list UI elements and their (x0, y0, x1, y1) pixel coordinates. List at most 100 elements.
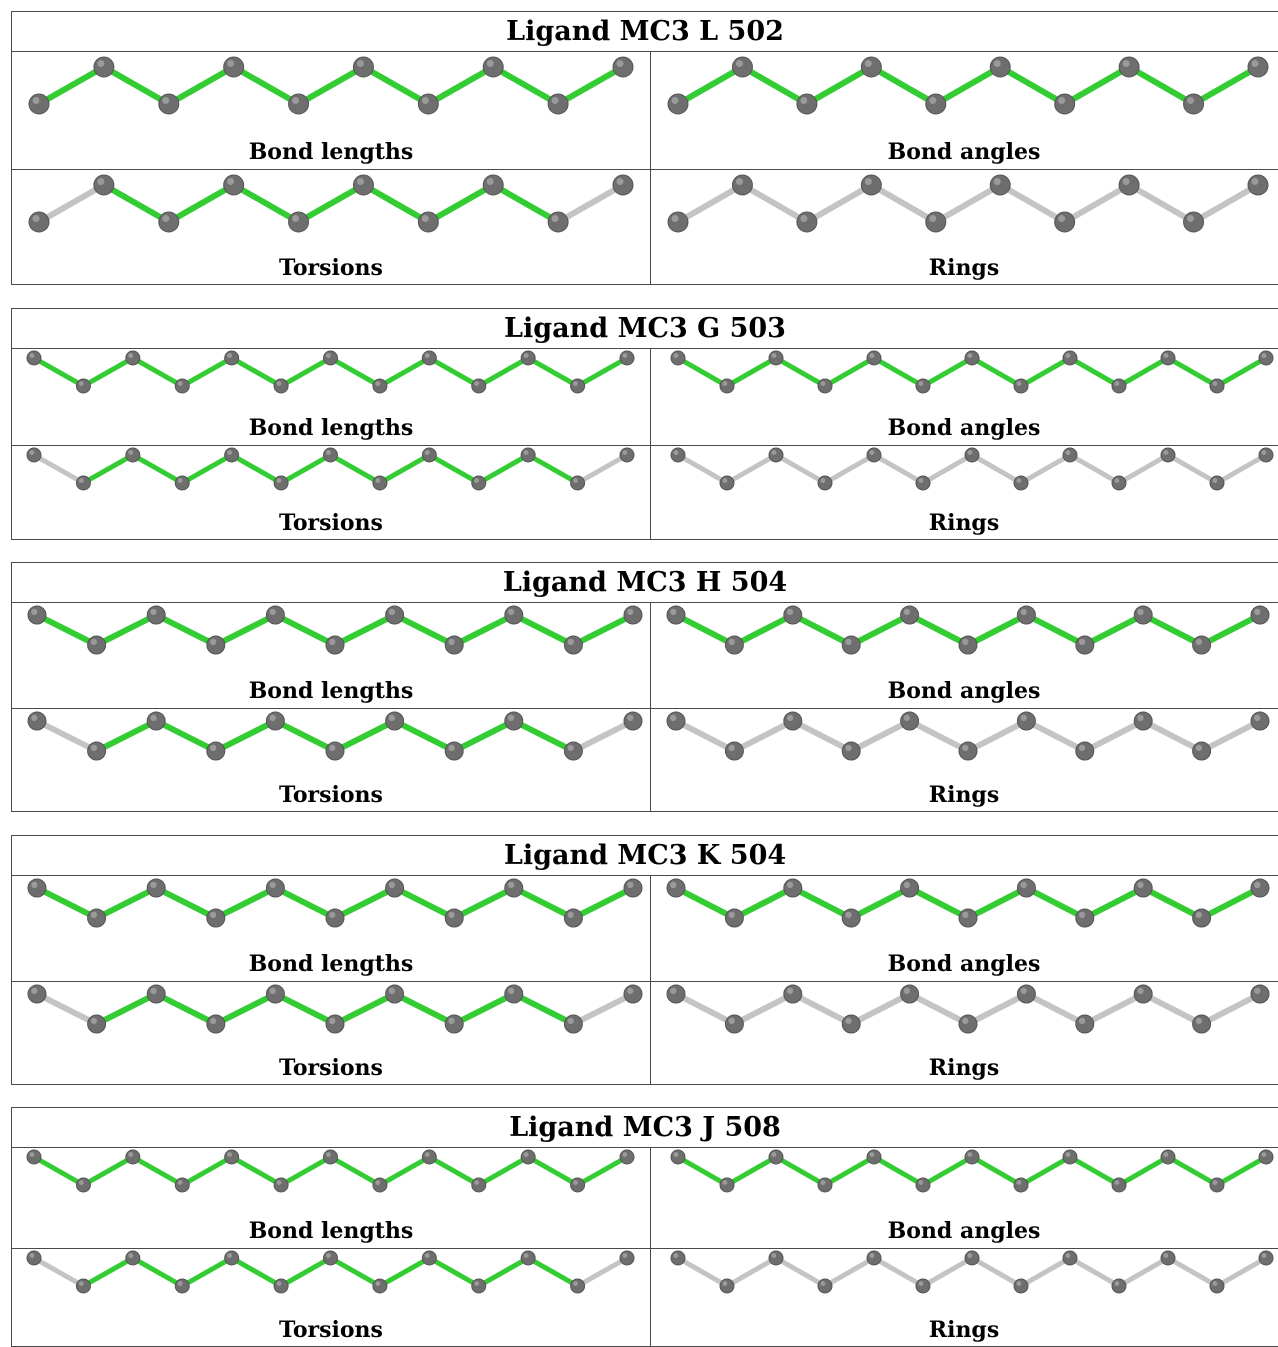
bond-validated (100, 182, 172, 225)
bond-validated (93, 612, 160, 648)
carbon-atom (1111, 1177, 1127, 1193)
carbon-atom (817, 475, 833, 491)
carbon-atom (724, 1014, 744, 1034)
carbon-atom (666, 878, 686, 898)
atom-highlight (627, 881, 634, 888)
panel-label: Bond angles (887, 951, 1041, 977)
carbon-atom (900, 605, 920, 625)
bond-not-validated (822, 1255, 877, 1289)
panel-label: Rings (928, 1055, 1000, 1081)
atom-highlight (474, 1180, 480, 1185)
carbon-atom (223, 56, 245, 78)
carbon-atom (87, 741, 107, 761)
ligand-title: Ligand MC3 J 508 (12, 1108, 1278, 1148)
atom-highlight (421, 215, 429, 222)
panel-bond-lengths: Bond lengths (12, 349, 650, 445)
bond-validated (377, 355, 432, 389)
atom-highlight (448, 1017, 455, 1024)
atom-highlight (1058, 215, 1066, 222)
molecule-diagram (27, 711, 643, 761)
atom-highlight (622, 1253, 628, 1258)
carbon-atom (1111, 475, 1127, 491)
bond-validated (328, 452, 383, 486)
bond-validated (906, 885, 971, 921)
atom-highlight (150, 608, 157, 615)
carbon-atom (1258, 350, 1274, 366)
atom-highlight (671, 97, 679, 104)
carbon-atom (273, 1177, 289, 1193)
atom-highlight (670, 714, 677, 721)
carbon-atom (520, 1149, 536, 1165)
bond-validated (391, 885, 458, 921)
atom-highlight (671, 215, 679, 222)
carbon-atom (1075, 908, 1095, 928)
carbon-atom (1183, 93, 1205, 115)
carbon-atom (265, 605, 285, 625)
bond-validated (278, 355, 333, 389)
carbon-atom (563, 908, 583, 928)
bond-not-validated (1067, 452, 1122, 486)
bond-validated (510, 885, 577, 921)
bond-not-validated (1023, 991, 1088, 1027)
atom-highlight (622, 450, 628, 455)
atom-highlight (1122, 178, 1130, 185)
carbon-atom (504, 878, 524, 898)
atom-highlight (771, 450, 777, 455)
carbon-atom (964, 1250, 980, 1266)
bond-validated (673, 612, 738, 648)
bond-validated (1116, 1154, 1171, 1188)
carbon-atom (958, 741, 978, 761)
bond-validated (165, 64, 237, 107)
carbon-atom (817, 1177, 833, 1193)
bond-validated (179, 355, 235, 389)
bond-validated (789, 885, 855, 921)
carbon-atom (670, 1250, 686, 1266)
bond-not-validated (920, 1255, 975, 1289)
atom-highlight (375, 381, 381, 386)
panel-label: Rings (928, 510, 1000, 536)
bond-validated (179, 452, 235, 486)
atom-highlight (728, 1017, 735, 1024)
carbon-atom (1016, 711, 1036, 731)
bond-validated (739, 64, 810, 107)
atom-highlight (329, 744, 336, 751)
atom-highlight (722, 381, 728, 386)
atom-highlight (356, 178, 364, 185)
carbon-atom (504, 984, 524, 1004)
bond-validated (332, 718, 398, 754)
panel-bond-lengths: Bond lengths (12, 1148, 650, 1248)
carbon-atom (27, 984, 47, 1004)
atom-highlight (1078, 638, 1086, 645)
carbon-atom (372, 1177, 388, 1193)
bond-validated (965, 612, 1030, 648)
atom-highlight (627, 714, 634, 721)
atom-highlight (929, 97, 937, 104)
carbon-atom (1192, 741, 1212, 761)
molecule-diagram (666, 605, 1270, 655)
atom-highlight (78, 1180, 84, 1185)
bond-not-validated (673, 991, 738, 1027)
bond-not-validated (1081, 991, 1147, 1027)
bond-not-validated (36, 182, 107, 225)
bond-not-validated (673, 718, 738, 754)
atom-highlight (1163, 1152, 1169, 1157)
atom-highlight (523, 450, 529, 455)
molecule-diagram (27, 984, 643, 1034)
bond-validated (731, 885, 796, 921)
bond-validated (153, 885, 219, 921)
ligand-table: Ligand MC3 L 502 Bond lengths Bond angles T… (11, 11, 1278, 285)
carbon-atom (1062, 350, 1078, 366)
bond-validated (153, 718, 219, 754)
bond-validated (179, 1255, 235, 1289)
atom-highlight (78, 381, 84, 386)
atom-highlight (269, 881, 276, 888)
atom-highlight (448, 744, 455, 751)
panel-rings: Rings (651, 446, 1277, 540)
carbon-atom (1192, 1014, 1212, 1034)
carbon-atom (352, 56, 374, 78)
atom-highlight (918, 478, 924, 483)
carbon-atom (1133, 878, 1153, 898)
bond-validated (724, 355, 779, 389)
bond-validated (31, 355, 86, 389)
atom-highlight (993, 178, 1001, 185)
